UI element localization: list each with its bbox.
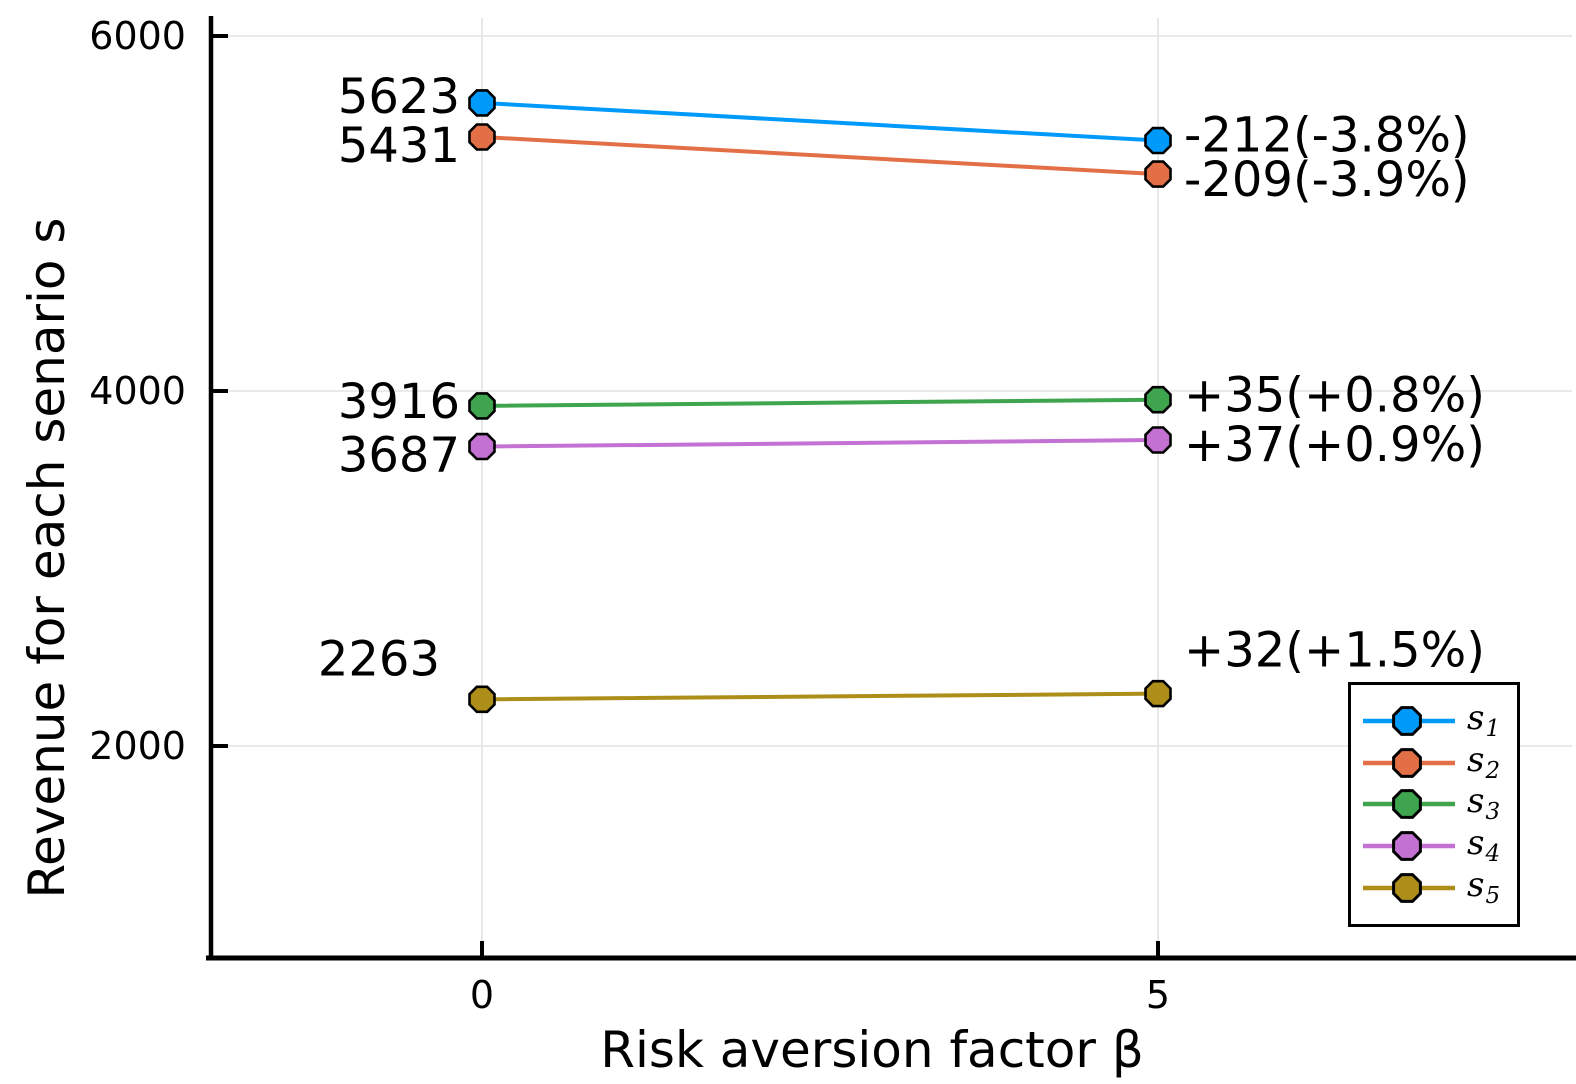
legend-item-s4: s4 [1351, 825, 1517, 867]
x-tick-label-0: 0 [470, 973, 494, 1017]
marker-s3-end [1144, 385, 1172, 414]
legend-marker-icon [1363, 789, 1455, 820]
start-value-label-s3: 3916 [338, 374, 460, 430]
delta-annotation-s5: +32(+1.5%) [1184, 623, 1485, 679]
legend-marker-icon [1363, 747, 1455, 778]
y-tick-label-4000: 4000 [89, 369, 186, 413]
marker-s4-start [468, 432, 496, 461]
legend-item-s3: s3 [1351, 784, 1517, 826]
marker-s1-end [1144, 126, 1172, 155]
start-value-label-s4: 3687 [338, 428, 460, 484]
legend-marker-icon [1363, 831, 1455, 862]
x-tick-label-5: 5 [1146, 973, 1170, 1017]
y-tick-label-2000: 2000 [89, 724, 186, 768]
legend-item-s2: s2 [1351, 742, 1517, 784]
legend-label-s5: s5 [1467, 865, 1501, 910]
marker-s2-start [468, 123, 496, 151]
marker-s5-start [468, 685, 496, 714]
legend-label-s2: s2 [1467, 739, 1501, 784]
series-line-s2 [480, 134, 1160, 177]
start-value-label-s5: 2263 [318, 631, 440, 687]
legend-label-s4: s4 [1467, 823, 1501, 868]
legend-label-s3: s3 [1467, 781, 1501, 826]
y-tick-label-6000: 6000 [89, 14, 186, 58]
marker-s1-start [468, 89, 496, 117]
legend: s1 s2 s3 s4 s5 [1348, 682, 1520, 927]
legend-marker-icon [1363, 705, 1455, 736]
delta-annotation-s3: +35(+0.8%) [1184, 368, 1485, 424]
series-line-s1 [480, 100, 1160, 143]
start-value-label-s1: 5623 [338, 69, 460, 125]
marker-s5-end [1144, 679, 1172, 708]
marker-s3-start [468, 392, 496, 420]
delta-annotation-s2: -209(-3.9%) [1184, 152, 1470, 208]
legend-marker-icon [1363, 873, 1455, 903]
start-value-label-s2: 5431 [338, 118, 460, 174]
legend-item-s1: s1 [1351, 700, 1517, 742]
marker-s4-end [1144, 426, 1172, 454]
series-line-s5 [480, 691, 1160, 702]
series-line-s3 [480, 397, 1160, 408]
series-line-s4 [480, 437, 1160, 449]
delta-annotation-s4: +37(+0.9%) [1184, 417, 1485, 473]
legend-item-s5: s5 [1351, 867, 1517, 909]
x-axis-label: Risk aversion factor β [600, 1021, 1144, 1079]
marker-s2-end [1144, 160, 1172, 188]
y-axis-label: Revenue for each senario s [18, 217, 76, 899]
delta-annotation-s1: -212(-3.8%) [1184, 108, 1470, 164]
legend-label-s1: s1 [1467, 697, 1501, 742]
